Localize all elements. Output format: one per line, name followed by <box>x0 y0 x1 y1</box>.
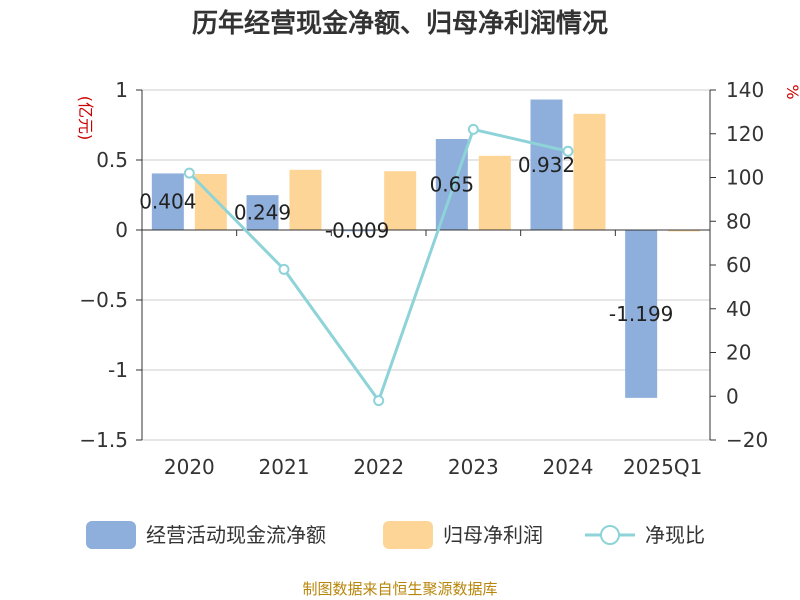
left-tick-label: −1.5 <box>79 428 128 452</box>
x-tick-label: 2021 <box>259 455 310 479</box>
source-note: 制图数据来自恒生聚源数据库 <box>302 580 497 598</box>
x-tick-label: 2024 <box>543 455 594 479</box>
ratio-point <box>373 395 385 407</box>
cashflow-data-label: -1.199 <box>609 302 673 326</box>
cashflow-data-label: 0.404 <box>139 190 196 214</box>
legend-label-profit: 归母净利润 <box>443 523 543 547</box>
right-tick-label: 60 <box>726 253 751 277</box>
chart-title: 历年经营现金净额、归母净利润情况 <box>192 8 608 39</box>
right-tick-label: 120 <box>726 122 764 146</box>
x-tick-label: 2025Q1 <box>623 455 702 479</box>
right-tick-label: 140 <box>726 78 764 102</box>
ratio-point <box>278 263 290 275</box>
bars <box>151 99 701 398</box>
tick-labels: 1 0.5 0 −0.5 -1 −1.5 140 120 100 80 60 40 20 0 −20 2020… <box>79 78 768 479</box>
bar-profit <box>668 230 701 232</box>
legend-label-ratio: 净现比 <box>645 523 705 547</box>
x-tick-label: 2022 <box>353 455 404 479</box>
right-tick-label: 40 <box>726 297 751 321</box>
x-tick-label: 2023 <box>448 455 499 479</box>
legend: 经营活动现金流净额 归母净利润 净现比 <box>86 521 705 549</box>
legend-swatch-profit <box>383 521 433 549</box>
bar-profit <box>289 169 322 230</box>
left-tick-label: 0.5 <box>96 148 128 172</box>
left-tick-label: 0 <box>115 218 128 242</box>
cashflow-data-label: 0.65 <box>430 173 475 197</box>
bar-cashflow <box>435 139 468 230</box>
bar-profit <box>573 113 606 230</box>
left-tick-label: 1 <box>115 78 128 102</box>
right-tick-label: 0 <box>726 384 739 408</box>
bar-profit <box>384 171 417 230</box>
right-tick-label: 100 <box>726 166 764 190</box>
bar-cashflow <box>341 230 374 232</box>
ratio-point <box>467 123 479 135</box>
right-tick-label: 80 <box>726 209 751 233</box>
legend-swatch-cashflow <box>86 521 136 549</box>
left-axis-unit: (亿元) <box>76 96 95 141</box>
right-tick-label: 20 <box>726 341 751 365</box>
bar-cashflow <box>625 230 658 398</box>
data-labels: 0.404 0.249 -0.009 0.65 0.932 -1.199 <box>139 153 673 326</box>
bar-cashflow <box>151 173 184 230</box>
cashflow-data-label: -0.009 <box>325 219 389 243</box>
ratio-point <box>183 167 195 179</box>
legend-label-cashflow: 经营活动现金流净额 <box>146 523 326 547</box>
right-tick-label: −20 <box>726 428 768 452</box>
x-tick-label: 2020 <box>164 455 215 479</box>
cashflow-data-label: 0.249 <box>234 201 291 225</box>
left-tick-label: −0.5 <box>79 288 128 312</box>
right-axis-unit: % <box>783 84 800 99</box>
axes <box>136 89 716 441</box>
ratio-series-line <box>188 127 569 404</box>
bar-profit <box>478 155 511 230</box>
legend-swatch-ratio-marker <box>600 525 620 545</box>
ratio-line <box>183 123 574 407</box>
left-tick-label: -1 <box>108 358 128 382</box>
ratio-point <box>562 145 574 157</box>
bar-cashflow <box>246 195 279 230</box>
bar-cashflow <box>530 99 563 231</box>
cashflow-data-label: 0.932 <box>518 153 575 177</box>
